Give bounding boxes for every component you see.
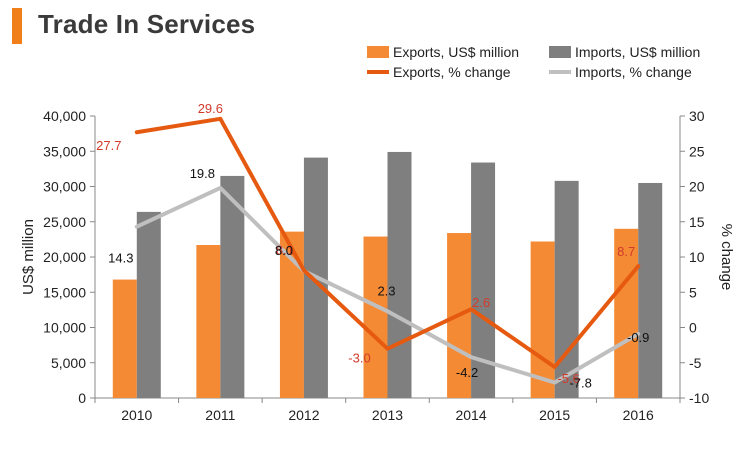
- x-tick-label: 2012: [288, 407, 319, 423]
- chart-title: Trade In Services: [38, 9, 256, 39]
- y-left-tick-label: 10,000: [43, 320, 86, 336]
- data-label-imports-pct: -7.8: [569, 375, 591, 390]
- y-right-tick-label: 15: [689, 214, 705, 230]
- line-imports-pct: [134, 185, 641, 385]
- y-left-tick-label: 30,000: [43, 179, 86, 195]
- bar-exports: [196, 245, 221, 398]
- y-right-tick-label: -5: [689, 355, 702, 371]
- y-right-tick-label: 10: [689, 249, 705, 265]
- y-left-tick-label: 15,000: [43, 284, 86, 300]
- data-label-imports-pct: -0.9: [627, 330, 649, 345]
- title-accent-bar: [12, 8, 22, 44]
- x-tick-label: 2014: [455, 407, 486, 423]
- data-label-exports-pct: 8.7: [617, 244, 635, 259]
- data-label-exports-pct: 2.6: [472, 295, 490, 310]
- data-label-imports-pct: 8.0: [275, 243, 293, 258]
- y-right-tick-label: -10: [689, 390, 709, 406]
- legend: Exports, US$ million Imports, US$ millio…: [367, 44, 700, 80]
- data-label-imports-pct: -4.2: [456, 365, 478, 380]
- bar-exports: [614, 228, 639, 398]
- data-label-imports-pct: 14.3: [108, 251, 133, 266]
- legend-label-exports-line: Exports, % change: [393, 64, 511, 80]
- data-label-exports-pct: 29.6: [198, 101, 223, 116]
- y-left-tick-label: 35,000: [43, 143, 86, 159]
- legend-swatch-exports-bar: [367, 46, 389, 58]
- legend-label-exports-bar: Exports, US$ million: [393, 44, 519, 60]
- bar-imports: [387, 151, 412, 398]
- bar-imports: [136, 211, 161, 398]
- bar-exports: [112, 279, 137, 398]
- bar-imports: [638, 182, 663, 398]
- y-left-tick-label: 5,000: [51, 355, 86, 371]
- x-tick-label: 2013: [372, 407, 403, 423]
- y-left-tick-label: 0: [78, 390, 86, 406]
- x-tick-label: 2011: [205, 407, 235, 423]
- bar-exports: [363, 236, 388, 398]
- y-axis-left-title: US$ million: [20, 219, 37, 295]
- y-right-tick-label: 5: [689, 284, 697, 300]
- bar-imports: [220, 175, 245, 398]
- x-tick-label: 2010: [121, 407, 152, 423]
- y-right-tick-label: 0: [689, 320, 697, 336]
- data-label-imports-pct: 2.3: [377, 283, 395, 298]
- data-label-imports-pct: 19.8: [190, 166, 215, 181]
- bar-exports: [530, 241, 555, 398]
- data-label-exports-pct: 8.1: [276, 242, 294, 257]
- data-label-exports-pct: -3.0: [348, 351, 370, 366]
- legend-label-imports-bar: Imports, US$ million: [575, 44, 700, 60]
- y-right-tick-label: 30: [689, 108, 705, 124]
- legend-label-imports-line: Imports, % change: [575, 64, 692, 80]
- y-right-tick-label: 25: [689, 143, 705, 159]
- x-tick-label: 2015: [539, 407, 570, 423]
- y-left-tick-label: 25,000: [43, 214, 86, 230]
- legend-swatch-imports-bar: [549, 46, 571, 58]
- y-right-tick-label: 20: [689, 179, 705, 195]
- y-left-tick-label: 20,000: [43, 249, 86, 265]
- data-label-exports-pct: -5.6: [557, 371, 579, 386]
- y-axis-right-title: % change: [718, 224, 735, 291]
- x-tick-label: 2016: [623, 407, 654, 423]
- data-label-exports-pct: 27.7: [96, 138, 121, 153]
- y-left-tick-label: 40,000: [43, 108, 86, 124]
- line-exports-pct: [134, 116, 641, 369]
